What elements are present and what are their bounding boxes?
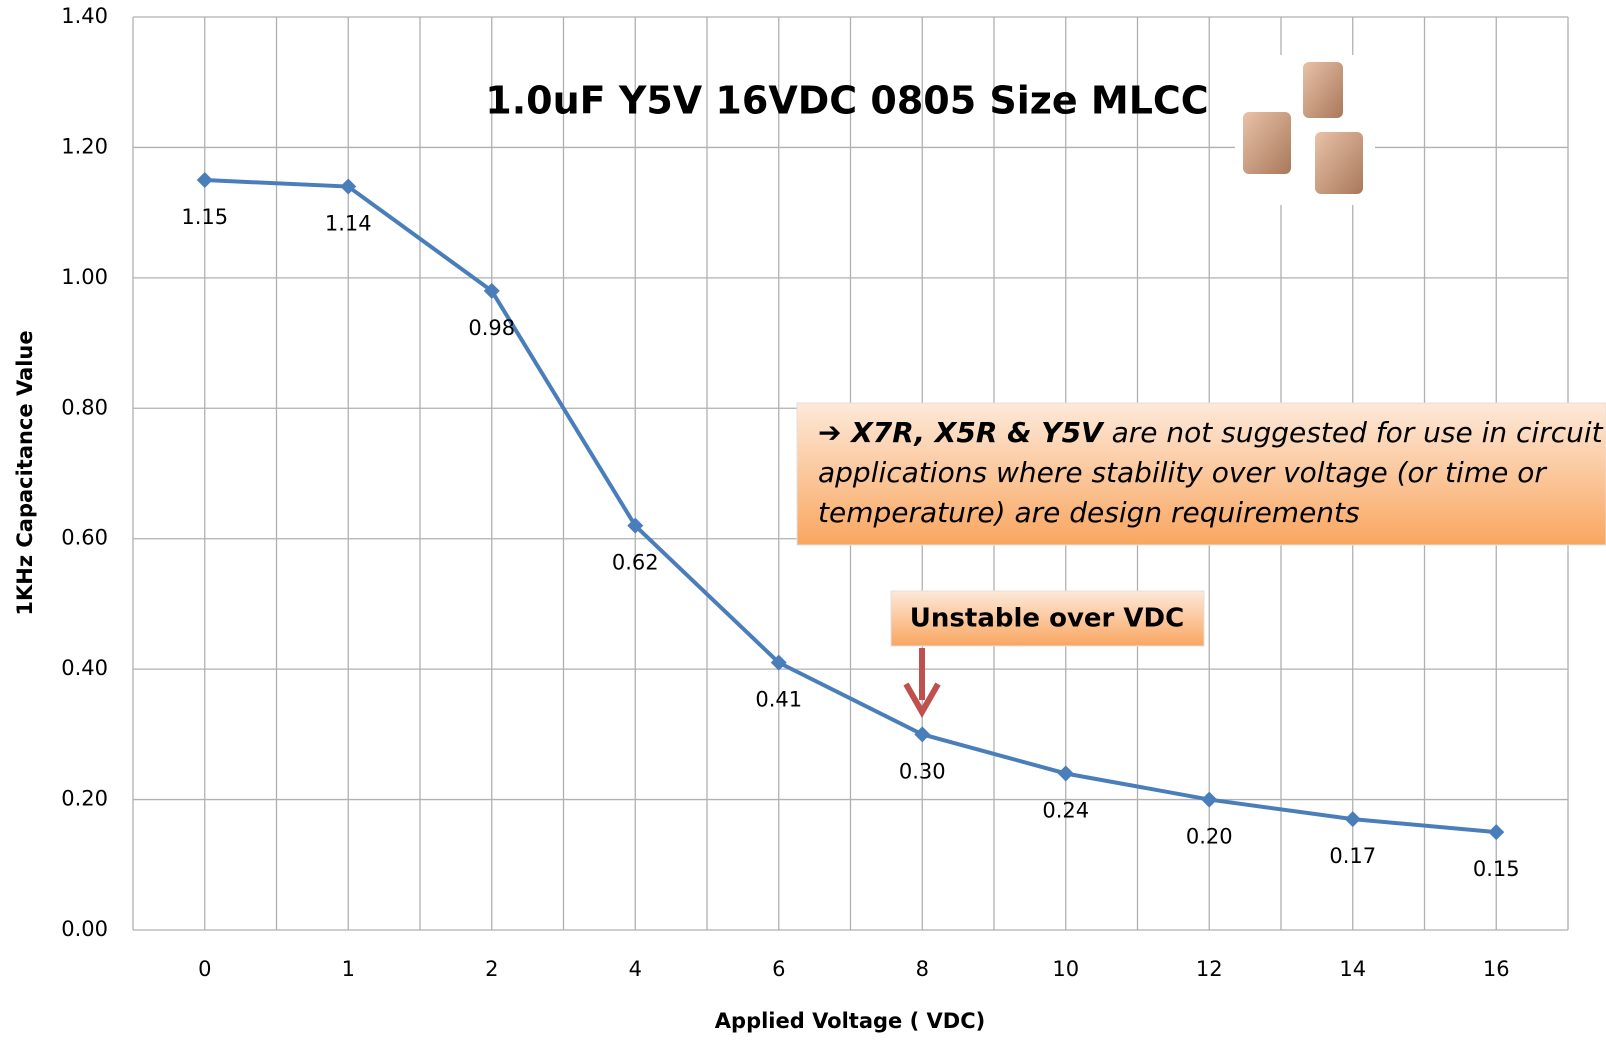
data-point — [340, 178, 357, 195]
data-label: 0.17 — [1329, 844, 1376, 868]
y-axis-title: 1KHz Capacitance Value — [13, 330, 37, 615]
plot: 1.15 1.14 0.98 0.62 0.41 0.30 0.24 0.20 0.17 0.15 — [181, 172, 1520, 881]
y-tick-label: 0.20 — [61, 787, 108, 811]
x-tick-label: 6 — [772, 957, 785, 981]
data-point — [196, 172, 213, 189]
y-tick-label: 0.00 — [61, 917, 108, 941]
series-line — [204, 178, 1497, 835]
capacitor-image — [1243, 62, 1363, 194]
x-axis-title: Applied Voltage ( VDC) — [715, 1009, 985, 1033]
x-tick-label: 8 — [916, 957, 929, 981]
x-tick-label: 12 — [1196, 957, 1223, 981]
callout-text: temperature) are design requirements — [818, 496, 1360, 529]
data-label: 0.41 — [755, 688, 802, 712]
x-tick-label: 16 — [1483, 957, 1510, 981]
data-label: 0.98 — [468, 316, 515, 340]
data-label: 1.15 — [181, 205, 228, 229]
y-tick-label: 1.40 — [61, 4, 108, 28]
x-tick-label: 14 — [1339, 957, 1366, 981]
callout-line: ➔ X7R, X5R & Y5V are not suggested for u… — [818, 416, 1604, 449]
data-point — [914, 726, 931, 743]
data-point — [770, 654, 787, 671]
x-tick-label: 4 — [629, 957, 642, 981]
callout-lead: ➔ X7R, X5R & Y5V — [818, 416, 1105, 449]
y-tick-label: 1.20 — [61, 134, 108, 158]
callout-box — [796, 402, 1606, 546]
x-tick-label: 10 — [1052, 957, 1079, 981]
data-point — [483, 282, 500, 299]
callout-text: are not suggested for use in circuit — [1103, 416, 1604, 449]
y-tick-label: 1.00 — [61, 265, 108, 289]
callout-text: applications where stability over voltag… — [818, 456, 1547, 489]
chart-title: 1.0uF Y5V 16VDC 0805 Size MLCC — [485, 79, 1208, 123]
y-tick-label: 0.80 — [61, 395, 108, 419]
note-text: Unstable over VDC — [910, 604, 1184, 634]
data-point — [1057, 765, 1074, 782]
data-point — [627, 517, 644, 534]
x-tick-label: 1 — [342, 957, 355, 981]
data-label: 0.30 — [899, 759, 946, 783]
y-tick-label: 0.60 — [61, 526, 108, 550]
data-point — [1344, 811, 1361, 828]
x-tick-label: 2 — [485, 957, 498, 981]
x-tick-label: 0 — [198, 957, 211, 981]
data-label: 0.24 — [1042, 798, 1089, 822]
arrow — [903, 648, 941, 719]
data-label: 1.14 — [325, 212, 372, 236]
data-point — [1488, 824, 1505, 841]
y-tick-label: 0.40 — [61, 656, 108, 680]
data-point — [1201, 791, 1218, 808]
data-label: 0.15 — [1473, 857, 1520, 881]
note-box — [890, 590, 1205, 647]
data-label: 0.62 — [612, 551, 659, 575]
data-label: 0.20 — [1186, 825, 1233, 849]
